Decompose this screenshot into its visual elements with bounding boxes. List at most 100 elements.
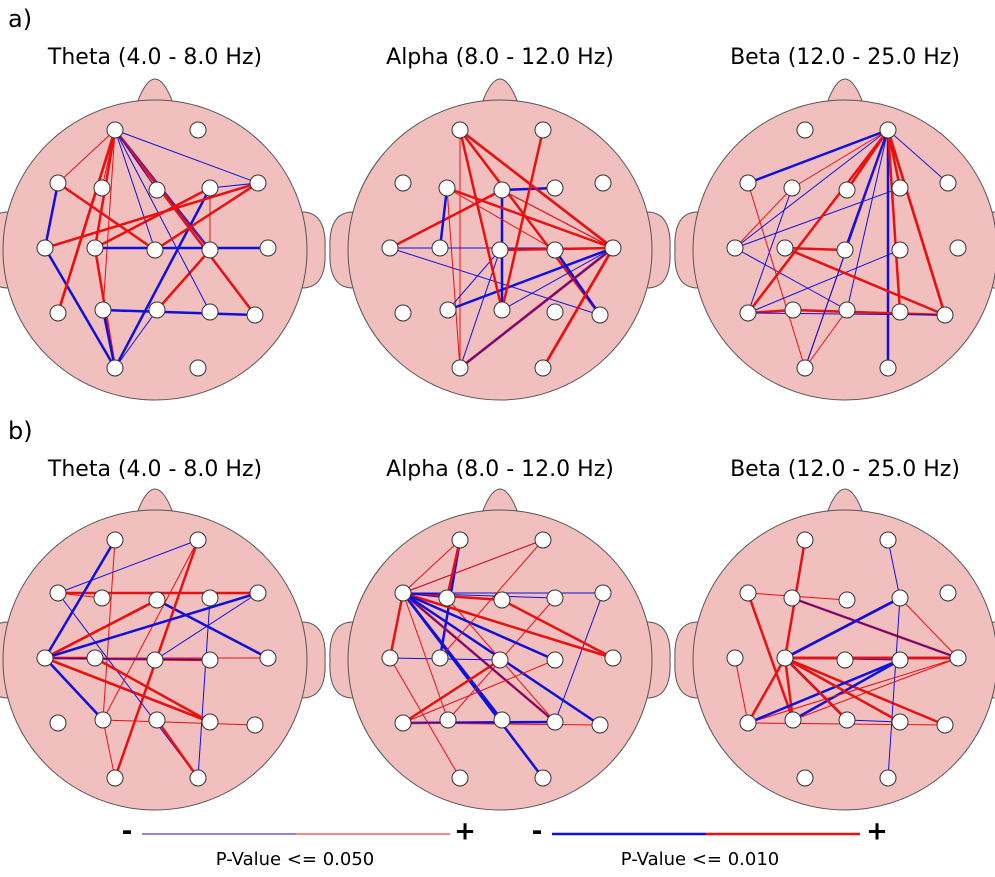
electrode bbox=[785, 712, 801, 728]
electrode bbox=[440, 302, 456, 318]
electrode bbox=[892, 714, 908, 730]
head-plot bbox=[330, 79, 670, 400]
electrode bbox=[837, 242, 853, 258]
electrode bbox=[592, 307, 608, 323]
electrode bbox=[547, 304, 563, 320]
electrode bbox=[784, 590, 800, 606]
electrode bbox=[727, 650, 743, 666]
electrode bbox=[727, 240, 743, 256]
electrode bbox=[107, 770, 123, 786]
electrode bbox=[777, 240, 793, 256]
electrode bbox=[777, 650, 793, 666]
electrode bbox=[940, 585, 956, 601]
electrode bbox=[190, 122, 206, 138]
nose bbox=[482, 489, 518, 513]
electrode bbox=[452, 360, 468, 376]
electrode bbox=[432, 240, 448, 256]
electrode bbox=[492, 242, 508, 258]
electrode bbox=[149, 182, 165, 198]
legend-minus: - bbox=[532, 817, 543, 847]
electrode bbox=[797, 360, 813, 376]
electrode bbox=[740, 715, 756, 731]
electrode bbox=[37, 240, 53, 256]
electrode bbox=[190, 532, 206, 548]
electrode bbox=[260, 240, 276, 256]
electrode bbox=[605, 650, 621, 666]
head-plot bbox=[0, 79, 325, 400]
electrode bbox=[452, 122, 468, 138]
electrode bbox=[395, 175, 411, 191]
electrode bbox=[740, 585, 756, 601]
electrode bbox=[202, 304, 218, 320]
nose bbox=[137, 79, 173, 103]
electrode bbox=[839, 712, 855, 728]
electrode bbox=[37, 650, 53, 666]
electrode bbox=[149, 712, 165, 728]
legend-caption: P-Value <= 0.050 bbox=[216, 849, 374, 870]
legend-caption: P-Value <= 0.010 bbox=[621, 849, 779, 870]
electrode bbox=[494, 302, 510, 318]
electrode bbox=[535, 770, 551, 786]
electrode bbox=[202, 714, 218, 730]
electrode bbox=[839, 592, 855, 608]
electrode bbox=[797, 770, 813, 786]
row-label: a) bbox=[8, 5, 32, 33]
electrode bbox=[87, 240, 103, 256]
electrode bbox=[382, 650, 398, 666]
panel-title: Beta (12.0 - 25.0 Hz) bbox=[730, 45, 960, 70]
electrode bbox=[880, 122, 896, 138]
electrode bbox=[605, 240, 621, 256]
legend-plus: + bbox=[454, 817, 476, 847]
electrode bbox=[547, 652, 563, 668]
electrode bbox=[784, 180, 800, 196]
electrode bbox=[595, 585, 611, 601]
electrode bbox=[87, 650, 103, 666]
electrode bbox=[892, 304, 908, 320]
legend-minus: - bbox=[122, 817, 133, 847]
head-plot bbox=[675, 489, 995, 810]
electrode bbox=[937, 717, 953, 733]
electrode bbox=[147, 652, 163, 668]
electrode bbox=[250, 175, 266, 191]
electrode bbox=[950, 240, 966, 256]
panel-title: Alpha (8.0 - 12.0 Hz) bbox=[386, 457, 614, 482]
legend-plus: + bbox=[866, 817, 888, 847]
electrode bbox=[395, 585, 411, 601]
electrode bbox=[250, 585, 266, 601]
electrode bbox=[202, 652, 218, 668]
electrode bbox=[149, 592, 165, 608]
electrode bbox=[740, 175, 756, 191]
electrode bbox=[535, 122, 551, 138]
electrode bbox=[494, 712, 510, 728]
electrode bbox=[190, 360, 206, 376]
panel-title: Theta (4.0 - 8.0 Hz) bbox=[47, 457, 262, 482]
electrode bbox=[190, 770, 206, 786]
electrode bbox=[202, 180, 218, 196]
electrode bbox=[547, 180, 563, 196]
electrode bbox=[439, 180, 455, 196]
panel-title: Alpha (8.0 - 12.0 Hz) bbox=[386, 45, 614, 70]
electrode bbox=[892, 652, 908, 668]
electrode bbox=[452, 532, 468, 548]
electrode bbox=[147, 242, 163, 258]
electrode bbox=[937, 307, 953, 323]
electrode bbox=[740, 305, 756, 321]
head-plot bbox=[330, 489, 670, 810]
panel-title: Theta (4.0 - 8.0 Hz) bbox=[47, 45, 262, 70]
electrode bbox=[439, 590, 455, 606]
electrode bbox=[547, 590, 563, 606]
electrode bbox=[202, 242, 218, 258]
panel-title: Beta (12.0 - 25.0 Hz) bbox=[730, 457, 960, 482]
electrode bbox=[839, 182, 855, 198]
electrode bbox=[494, 592, 510, 608]
electrode bbox=[440, 712, 456, 728]
electrode bbox=[492, 652, 508, 668]
electrode bbox=[94, 590, 110, 606]
electrode bbox=[432, 650, 448, 666]
electrode bbox=[95, 712, 111, 728]
electrode bbox=[880, 360, 896, 376]
head-plot bbox=[675, 79, 995, 400]
electrode bbox=[892, 180, 908, 196]
electrode bbox=[50, 305, 66, 321]
electrode bbox=[797, 122, 813, 138]
